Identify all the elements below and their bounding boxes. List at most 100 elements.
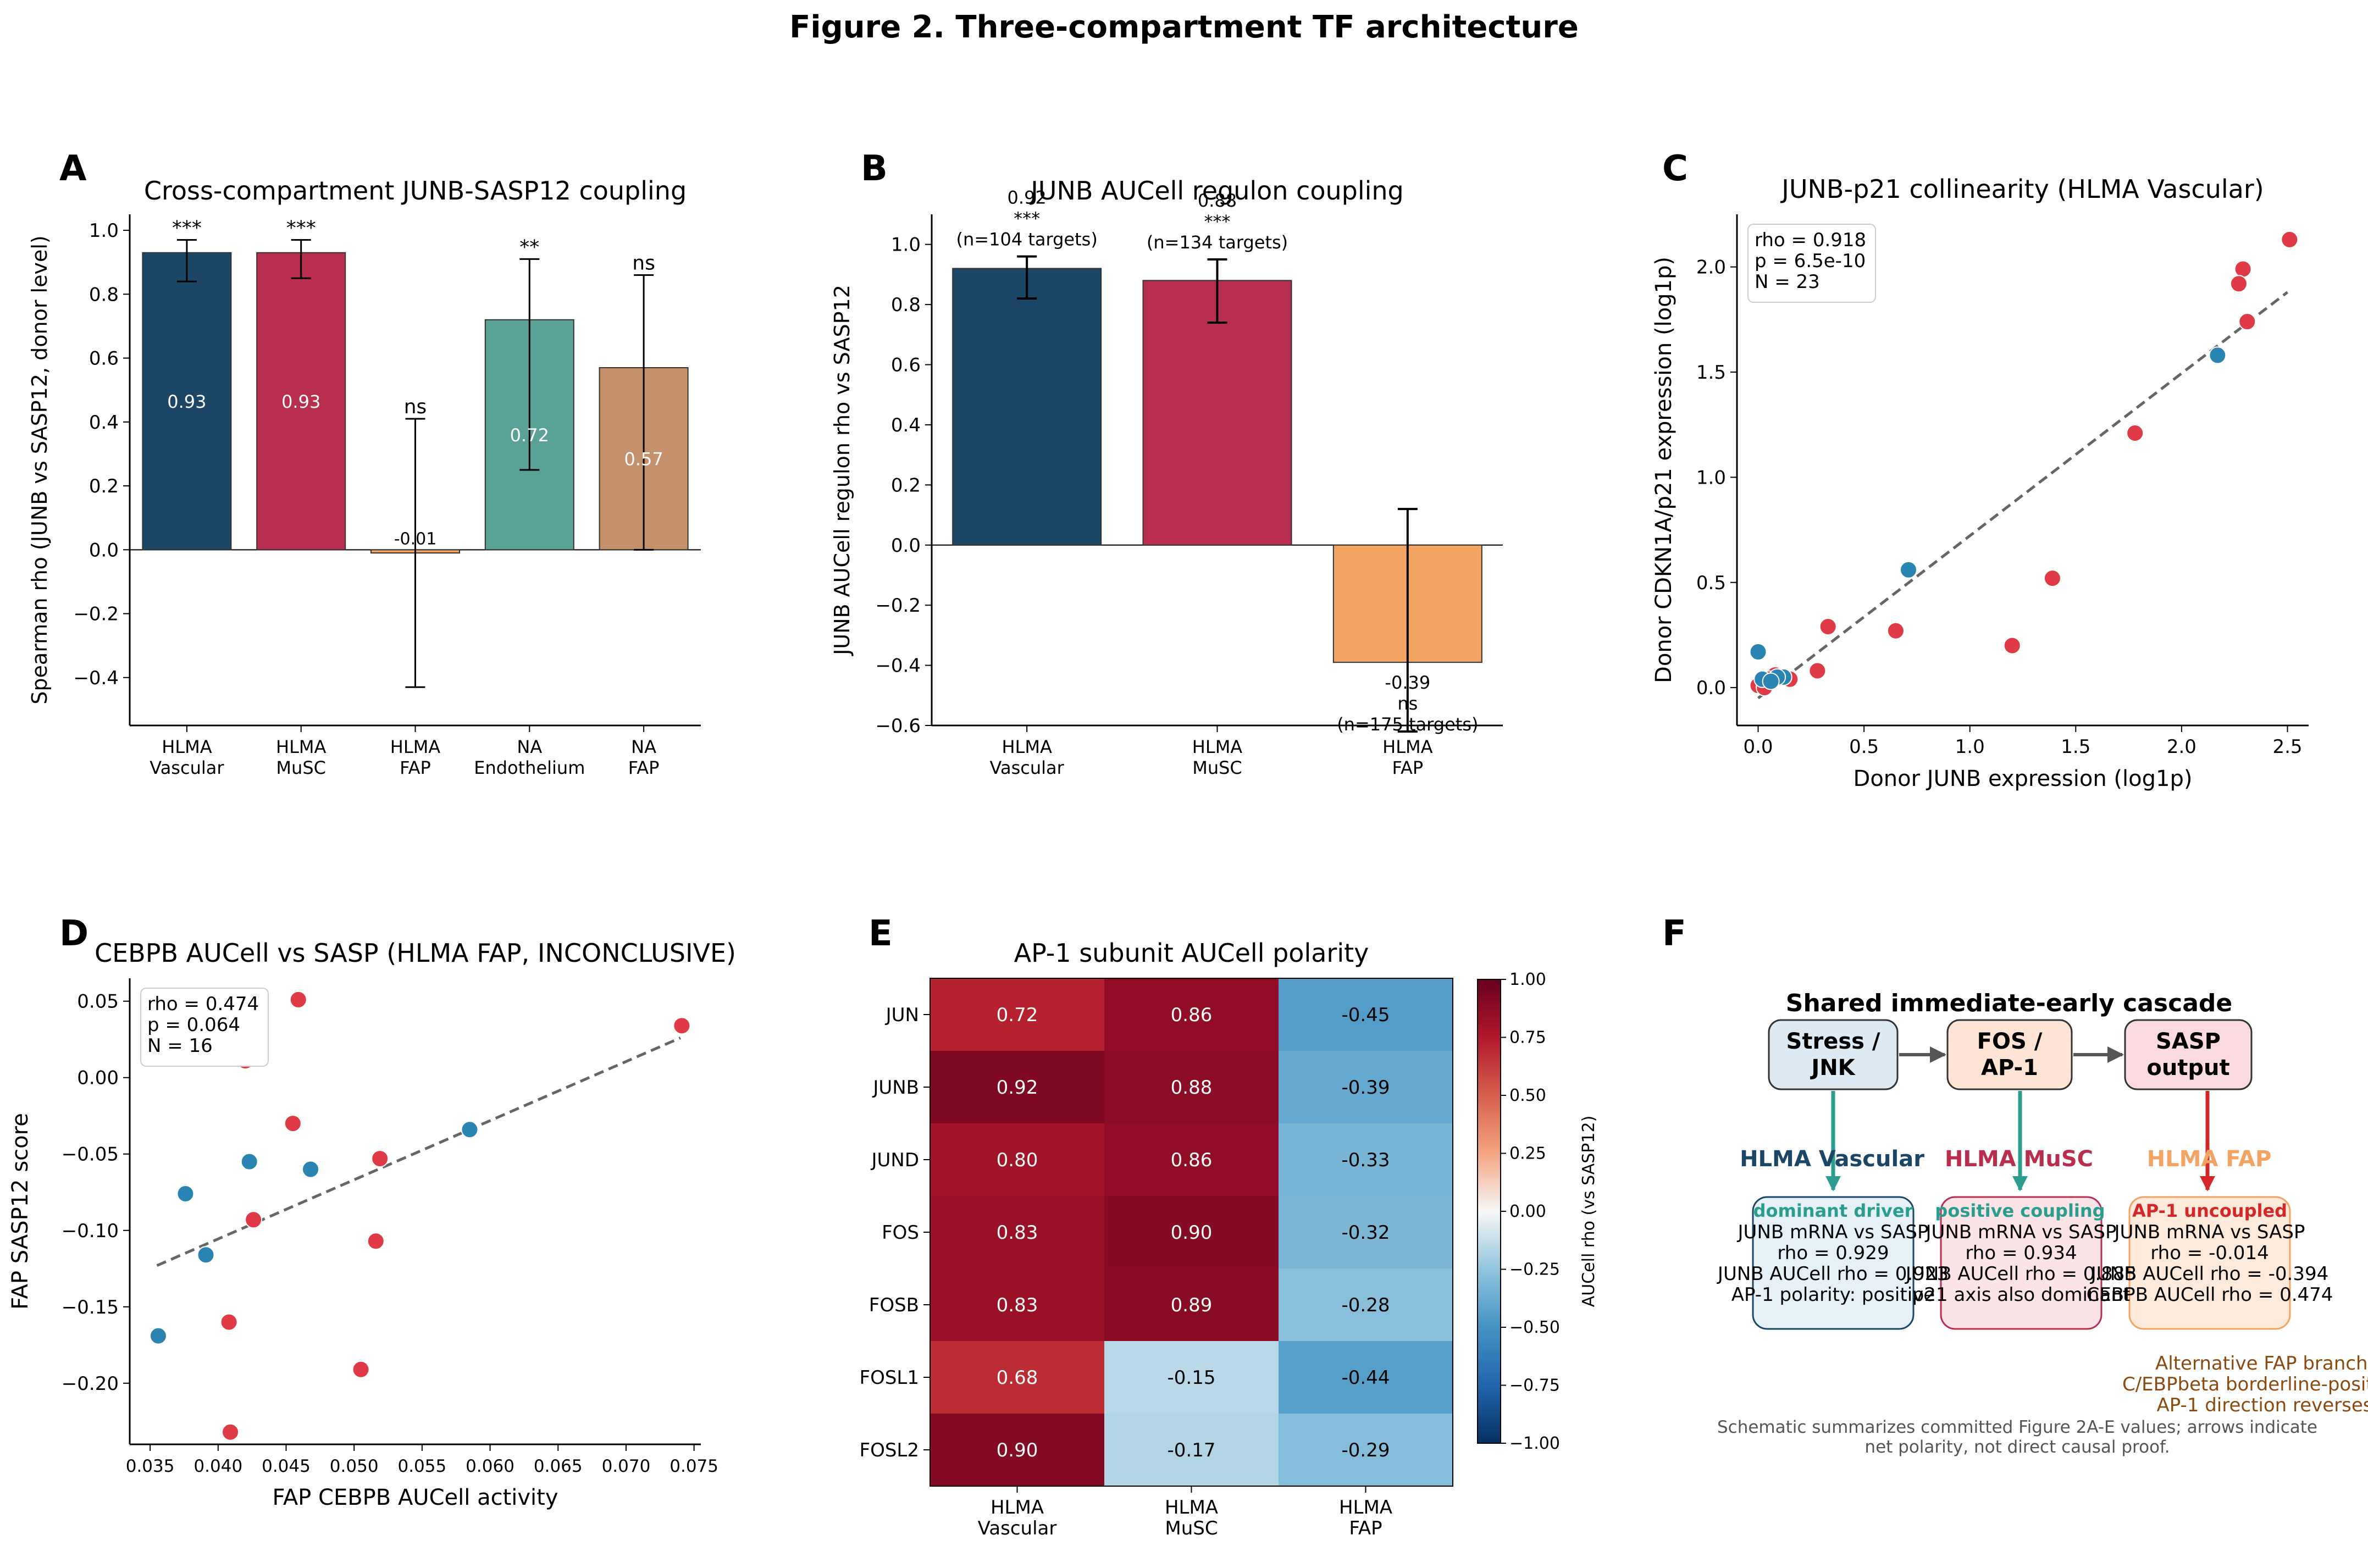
box-line: CEBPB AUCell rho = 0.474 [2087, 1284, 2333, 1306]
point-blue [197, 1246, 215, 1264]
point-blue [1900, 561, 1917, 579]
significance-label: *** [172, 217, 202, 240]
schematic-heading: Shared immediate-early cascade [1786, 989, 2232, 1017]
point-red [284, 1115, 302, 1133]
heatmap-cell [1279, 1414, 1453, 1486]
column-label: HLMA [991, 1497, 1044, 1519]
alt-branch-line: AP-1 direction reverses [2156, 1394, 2368, 1416]
panel-c-scatter: JUNB-p21 collinearity (HLMA Vascular) 0.0… [1651, 174, 2309, 791]
cell-label: -0.44 [1342, 1367, 1390, 1389]
heatmap-cell [930, 1123, 1104, 1196]
x-axis-label: Donor JUNB expression (log1p) [1854, 766, 2193, 791]
point-red [2281, 230, 2299, 248]
x-tick-label: 0.050 [330, 1456, 379, 1476]
data-label: *** [1204, 211, 1231, 232]
point-blue [240, 1153, 258, 1171]
point-red [1808, 662, 1827, 680]
point-red [2234, 260, 2252, 278]
panel-letter-e: E [868, 913, 893, 954]
y-tick-label: 1.0 [891, 234, 921, 256]
point-red [673, 1017, 691, 1035]
point-blue [2209, 346, 2227, 364]
node-fos-ap1 [1946, 1019, 2073, 1090]
x-tick-label: HLMA [1382, 736, 1433, 757]
x-tick-label: 0.0 [1743, 736, 1773, 758]
y-tick-label: 0.6 [891, 354, 921, 376]
panel-letter-c: C [1662, 148, 1688, 189]
row-label: JUNB [872, 1077, 919, 1099]
cell-label: 0.86 [1171, 1004, 1213, 1026]
x-tick-label: Endothelium [474, 757, 585, 778]
footnote-line: Schematic summarizes committed Figure 2A… [1717, 1417, 2317, 1437]
x-tick-label: MuSC [1192, 757, 1242, 778]
colorbar-tick-label: 0.75 [1509, 1028, 1546, 1048]
cell-label: -0.29 [1342, 1439, 1390, 1461]
x-tick-label: FAP [628, 757, 660, 778]
cell-label: -0.32 [1342, 1222, 1390, 1244]
x-tick-label: 0.070 [602, 1456, 651, 1476]
box-line: JUNB mRNA vs SASP [1737, 1221, 1929, 1243]
panel-letter-f: F [1662, 913, 1686, 954]
cell-label: -0.15 [1168, 1367, 1216, 1389]
y-tick-label: 0.05 [77, 991, 119, 1013]
heatmap-cell [1104, 1051, 1279, 1123]
column-label: MuSC [1165, 1517, 1218, 1539]
y-tick-label: 0.0 [891, 535, 921, 557]
y-tick-label: −0.2 [875, 595, 921, 617]
y-axis-label: Donor CDKN1A/p21 expression (log1p) [1651, 257, 1677, 683]
data-label: 0.92 [1008, 187, 1047, 208]
box-tag-vascular: dominant driver [1753, 1200, 1913, 1221]
y-tick-label: 0.0 [89, 539, 119, 561]
point-red [220, 1313, 238, 1331]
footnote-line: net polarity, not direct causal proof. [1864, 1437, 2170, 1457]
y-axis-label: JUNB AUCell regulon rho vs SASP12 [830, 285, 854, 656]
box-vascular [1752, 1196, 1915, 1330]
column-label: Vascular [978, 1517, 1057, 1539]
x-axis-label: FAP CEBPB AUCell activity [272, 1485, 558, 1510]
y-tick-label: 0.00 [77, 1067, 119, 1089]
box-tag-musc: positive coupling [1935, 1200, 2105, 1221]
heatmap-cell [930, 1196, 1104, 1268]
x-tick-label: NA [517, 736, 542, 757]
point-red [2003, 636, 2021, 655]
data-label: 0.93 [167, 391, 206, 412]
stats-text: rho = 0.918 [1755, 229, 1866, 251]
y-tick-label: −0.10 [62, 1220, 119, 1242]
stats-box [1747, 224, 1876, 303]
box-line: JUNB AUCell rho = 0.923 [1717, 1263, 1949, 1285]
y-tick-label: 1.0 [1696, 467, 1726, 489]
box-line: rho = 0.934 [1965, 1242, 2077, 1264]
node-stress-jnk-line1: Stress / [1786, 1029, 1880, 1054]
box-tag-fap: AP-1 uncoupled [2132, 1200, 2287, 1221]
data-label: *** [1014, 208, 1040, 229]
box-lines-musc: JUNB mRNA vs SASP rho = 0.934 JUNB AUCel… [1905, 1221, 2137, 1306]
panel-d-scatter: CEBPB AUCell vs SASP (HLMA FAP, INCONCLU… [8, 938, 736, 1510]
row-label: FOSL1 [860, 1367, 919, 1389]
alt-branch-note: Alternative FAP branch: C/EBPbeta border… [2122, 1353, 2368, 1416]
compartment-label-musc: HLMA MuSC [1945, 1146, 2093, 1172]
y-tick-label: −0.6 [875, 715, 921, 737]
cell-label: -0.17 [1168, 1439, 1216, 1461]
point-red [352, 1360, 370, 1378]
data-label: 0.93 [281, 391, 320, 412]
cell-label: 0.88 [1171, 1077, 1213, 1099]
data-label: ns [1397, 693, 1418, 714]
data-label: 0.57 [624, 449, 663, 470]
x-tick-label: NA [631, 736, 656, 757]
column-label: FAP [1349, 1517, 1382, 1539]
point-blue [1749, 643, 1767, 661]
point-blue [461, 1121, 479, 1139]
point-red [1886, 622, 1905, 640]
chart-title: JUNB AUCell regulon coupling [1029, 176, 1404, 206]
box-line: rho = 0.929 [1777, 1242, 1889, 1264]
node-sasp-output-line1: SASP [2156, 1029, 2221, 1054]
data-label: (n=134 targets) [1147, 232, 1288, 253]
panel-letter-b: B [861, 148, 888, 189]
node-stress-jnk-line2: JNK [1810, 1055, 1856, 1081]
fit-line [156, 1037, 681, 1267]
colorbar-tick-label: −0.25 [1509, 1260, 1560, 1279]
heatmap-cell [1104, 1268, 1279, 1341]
y-tick-label: 0.5 [1696, 572, 1726, 594]
point-red [222, 1423, 240, 1441]
figure-title: Figure 2. Three-compartment TF architect… [789, 9, 1579, 45]
